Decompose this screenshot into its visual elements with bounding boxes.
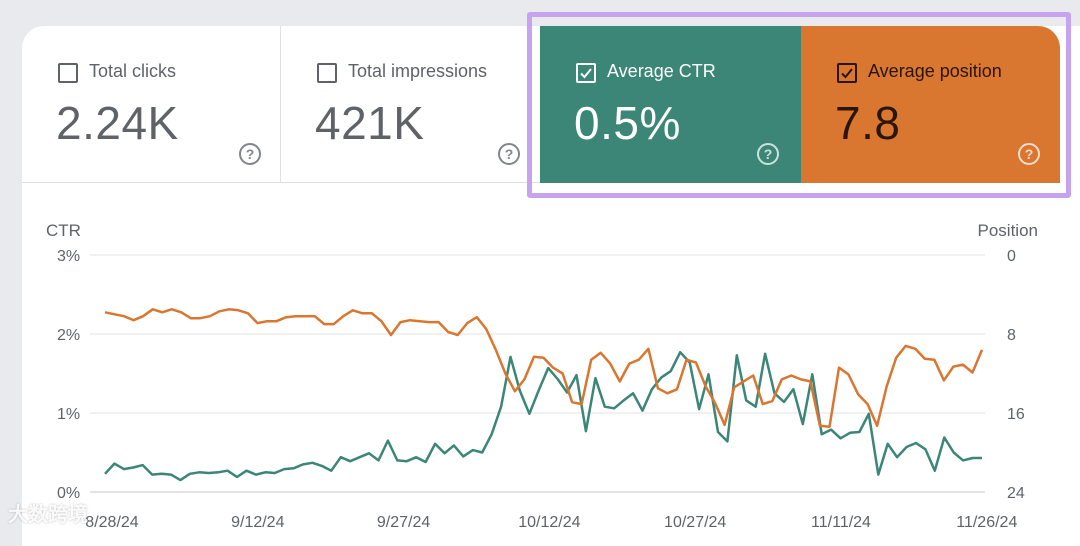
average-ctr-checkbox[interactable] [576, 63, 596, 83]
left-tick-label: 2% [57, 327, 80, 344]
help-icon[interactable]: ? [239, 143, 261, 165]
help-icon[interactable]: ? [498, 143, 520, 165]
total-clicks-value: 2.24K [56, 97, 179, 149]
help-icon[interactable]: ? [1018, 143, 1040, 165]
help-icon[interactable]: ? [757, 143, 779, 165]
total-clicks-card[interactable]: Total clicks 2.24K ? [22, 26, 281, 183]
average-position-card[interactable]: Average position 7.8 ? [801, 26, 1060, 183]
highlight-box [527, 12, 1071, 198]
left-tick-label: 0% [57, 485, 80, 502]
average-position-value: 7.8 [835, 97, 901, 149]
x-tick-label: 8/28/24 [85, 514, 138, 528]
total-impressions-value: 421K [315, 97, 425, 149]
average-position-checkbox[interactable] [837, 63, 857, 83]
average-ctr-value: 0.5% [574, 97, 681, 149]
total-clicks-label: Total clicks [89, 61, 177, 81]
left-tick-label: 1% [57, 406, 80, 423]
total-impressions-card[interactable]: Total impressions 421K ? [281, 26, 540, 183]
left-tick-label: 3% [57, 248, 80, 265]
x-tick-label: 10/27/24 [664, 514, 726, 528]
average-ctr-card[interactable]: Average CTR 0.5% ? [540, 26, 801, 183]
x-tick-label: 9/27/24 [377, 514, 430, 528]
watermark: 大数跨境 [8, 504, 88, 526]
right-tick-label: 8 [1007, 327, 1016, 344]
ctr-series-line [104, 350, 982, 482]
left-axis-label: CTR [46, 221, 81, 240]
position-series-line [104, 308, 984, 429]
checkmark-icon [841, 68, 853, 79]
x-tick-label: 11/11/24 [811, 514, 871, 528]
right-tick-label: 0 [1007, 248, 1016, 265]
checkmark-icon [580, 68, 592, 79]
right-tick-label: 16 [1007, 406, 1025, 423]
x-tick-label: 10/12/24 [518, 514, 580, 528]
total-impressions-checkbox[interactable] [317, 63, 337, 83]
total-impressions-label: Total impressions [348, 61, 488, 81]
x-tick-label: 9/12/24 [231, 514, 284, 528]
x-tick-label: 11/26/24 [956, 514, 1017, 528]
performance-chart: CTR Position 3% 0 2% 8 1% 16 0% 24 8/28/24 9/12/2… [46, 221, 1038, 528]
performance-panel: Total clicks 2.24K ? Total impressions 4… [22, 26, 1080, 546]
average-ctr-label: Average CTR [607, 61, 716, 81]
total-clicks-checkbox[interactable] [58, 63, 78, 83]
right-tick-label: 24 [1007, 485, 1025, 502]
right-axis-label: Position [978, 221, 1038, 240]
average-position-label: Average position [868, 61, 1002, 81]
